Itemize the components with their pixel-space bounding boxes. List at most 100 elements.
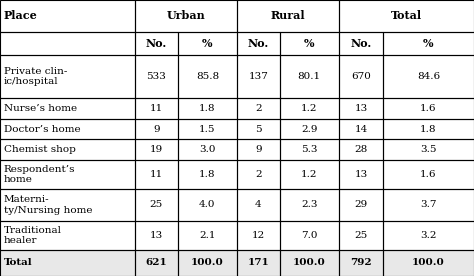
Text: 13: 13 <box>150 231 163 240</box>
Text: No.: No. <box>248 38 269 49</box>
Bar <box>383 32 474 55</box>
Bar <box>0 119 135 139</box>
Bar <box>237 139 280 160</box>
Text: Chemist shop: Chemist shop <box>4 145 76 154</box>
Bar <box>383 250 474 276</box>
Bar <box>339 55 383 98</box>
Text: 84.6: 84.6 <box>417 72 440 81</box>
Bar <box>280 119 339 139</box>
Bar <box>135 0 237 32</box>
Text: 3.0: 3.0 <box>199 145 216 154</box>
Text: 100.0: 100.0 <box>293 258 326 267</box>
Bar <box>178 32 237 55</box>
Bar <box>383 55 474 98</box>
Bar <box>383 160 474 189</box>
Text: 2: 2 <box>255 170 262 179</box>
Bar <box>339 250 383 276</box>
Bar <box>339 139 383 160</box>
Bar <box>0 32 135 55</box>
Bar <box>383 189 474 221</box>
Text: 11: 11 <box>150 170 163 179</box>
Bar <box>135 189 178 221</box>
Bar <box>280 250 339 276</box>
Bar <box>178 250 237 276</box>
Text: 621: 621 <box>146 258 167 267</box>
Text: 1.6: 1.6 <box>420 104 437 113</box>
Bar <box>0 139 135 160</box>
Bar <box>237 98 280 119</box>
Text: 1.8: 1.8 <box>199 170 216 179</box>
Text: 4.0: 4.0 <box>199 200 216 209</box>
Text: Total: Total <box>4 258 32 267</box>
Text: 5: 5 <box>255 124 262 134</box>
Text: 19: 19 <box>150 145 163 154</box>
Text: 85.8: 85.8 <box>196 72 219 81</box>
Bar <box>383 221 474 250</box>
Bar <box>135 221 178 250</box>
Bar <box>178 221 237 250</box>
Text: Respondent’s
home: Respondent’s home <box>4 165 75 184</box>
Text: 3.2: 3.2 <box>420 231 437 240</box>
Text: Total: Total <box>391 10 422 21</box>
Bar <box>135 55 178 98</box>
Text: 100.0: 100.0 <box>191 258 224 267</box>
Bar <box>135 32 178 55</box>
Text: Nurse’s home: Nurse’s home <box>4 104 77 113</box>
Bar <box>178 119 237 139</box>
Text: 1.2: 1.2 <box>301 104 318 113</box>
Text: 100.0: 100.0 <box>412 258 445 267</box>
Text: 9: 9 <box>255 145 262 154</box>
Text: No.: No. <box>146 38 167 49</box>
Text: Rural: Rural <box>271 10 305 21</box>
Text: 13: 13 <box>355 170 367 179</box>
Text: Place: Place <box>4 10 37 21</box>
Bar <box>178 55 237 98</box>
Bar <box>0 250 135 276</box>
Bar <box>237 189 280 221</box>
Text: 171: 171 <box>247 258 269 267</box>
Bar <box>237 119 280 139</box>
Bar <box>0 221 135 250</box>
Bar <box>135 160 178 189</box>
Bar <box>237 221 280 250</box>
Text: 5.3: 5.3 <box>301 145 318 154</box>
Text: %: % <box>304 38 315 49</box>
Bar <box>135 119 178 139</box>
Text: 792: 792 <box>350 258 372 267</box>
Text: Private clin-
ic/hospital: Private clin- ic/hospital <box>4 67 67 86</box>
Bar <box>339 32 383 55</box>
Text: 25: 25 <box>150 200 163 209</box>
Text: Materni-
ty/Nursing home: Materni- ty/Nursing home <box>4 195 92 215</box>
Bar <box>237 0 339 32</box>
Bar <box>135 250 178 276</box>
Text: No.: No. <box>350 38 372 49</box>
Text: Urban: Urban <box>167 10 205 21</box>
Text: 1.2: 1.2 <box>301 170 318 179</box>
Bar <box>339 119 383 139</box>
Text: 14: 14 <box>355 124 367 134</box>
Bar <box>339 98 383 119</box>
Text: 9: 9 <box>153 124 160 134</box>
Text: 1.5: 1.5 <box>199 124 216 134</box>
Bar <box>178 160 237 189</box>
Text: 29: 29 <box>355 200 367 209</box>
Text: 2.9: 2.9 <box>301 124 318 134</box>
Bar <box>339 0 474 32</box>
Text: 80.1: 80.1 <box>298 72 321 81</box>
Text: 2: 2 <box>255 104 262 113</box>
Text: 137: 137 <box>248 72 268 81</box>
Bar <box>0 98 135 119</box>
Text: 1.6: 1.6 <box>420 170 437 179</box>
Bar <box>339 221 383 250</box>
Text: 25: 25 <box>355 231 367 240</box>
Bar <box>178 189 237 221</box>
Bar <box>280 189 339 221</box>
Bar <box>237 55 280 98</box>
Text: 670: 670 <box>351 72 371 81</box>
Text: 12: 12 <box>252 231 265 240</box>
Text: Doctor’s home: Doctor’s home <box>4 124 81 134</box>
Bar <box>0 55 135 98</box>
Bar <box>237 32 280 55</box>
Bar <box>280 32 339 55</box>
Bar <box>383 119 474 139</box>
